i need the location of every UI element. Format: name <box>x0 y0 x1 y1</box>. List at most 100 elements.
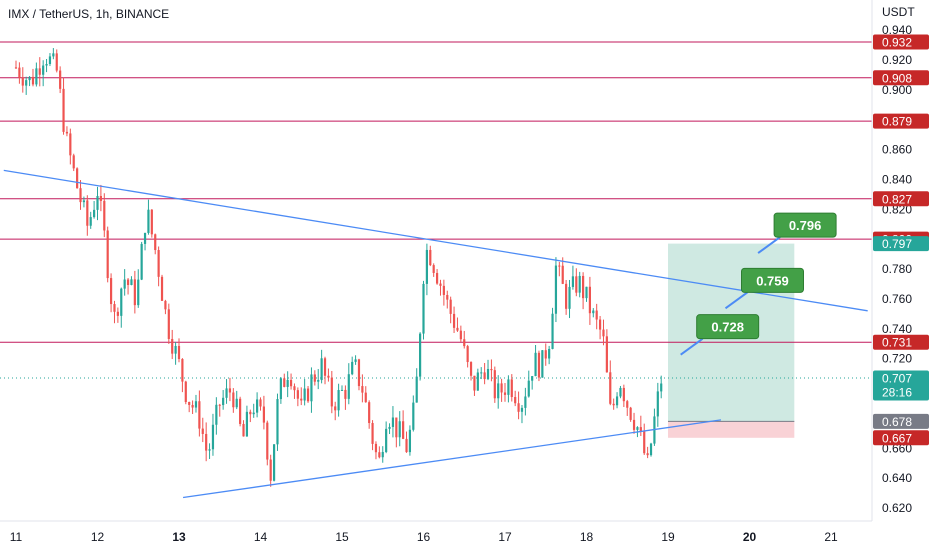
y-tick-label: 0.940 <box>882 23 912 37</box>
candle-body <box>473 375 476 391</box>
y-tick-label: 0.620 <box>882 501 912 515</box>
price-label: 0.827 <box>882 192 912 206</box>
candle-body <box>408 429 412 453</box>
candle-body <box>76 168 79 189</box>
candle-body <box>86 200 89 226</box>
candle-body <box>313 374 316 382</box>
candle-body <box>177 345 181 360</box>
y-tick-label: 0.860 <box>882 143 912 157</box>
candle-body <box>303 388 306 401</box>
candle-body <box>232 392 235 408</box>
candle-body <box>120 288 123 316</box>
candle-body <box>490 368 493 371</box>
candle-body <box>612 403 615 406</box>
candle-body <box>585 286 588 299</box>
candle-body <box>181 359 184 382</box>
candle-body <box>402 421 405 439</box>
candle-body <box>551 313 554 349</box>
candle-body <box>205 433 208 451</box>
candle-body <box>558 265 561 267</box>
candle-body <box>646 453 649 456</box>
candle-body <box>35 68 38 85</box>
price-label: 0.678 <box>882 415 912 429</box>
callout-box <box>773 212 837 238</box>
candle-body <box>123 279 126 289</box>
candle-body <box>174 345 177 354</box>
stop-zone <box>668 421 795 438</box>
trendline-resistance[interactable] <box>3 169 868 312</box>
candle-body <box>439 283 442 286</box>
price-label-box <box>873 70 929 86</box>
y-tick-label: 0.720 <box>882 352 912 366</box>
price-label-box <box>873 430 929 446</box>
candle-body <box>310 374 313 402</box>
candle-body <box>643 431 646 454</box>
candle-body <box>55 53 58 71</box>
countdown-label: 28:16 <box>882 386 912 400</box>
candle-body <box>405 438 408 453</box>
candle-body <box>351 361 354 375</box>
candle-body <box>320 358 323 381</box>
candle-body <box>252 412 255 415</box>
candle-body <box>344 389 347 399</box>
candle-body <box>544 350 547 359</box>
candle-body <box>283 378 286 387</box>
callout-pointer <box>757 236 781 254</box>
candle-body <box>137 279 140 306</box>
candle-body <box>554 265 558 314</box>
candle-body <box>256 399 259 413</box>
price-labels: 0.9320.9080.8790.8270.8000.7970.7310.707… <box>873 34 929 446</box>
x-tick-label: 16 <box>417 530 431 544</box>
candle-body <box>249 411 252 415</box>
candle-body <box>259 399 262 407</box>
candle-body <box>262 406 265 423</box>
candle-body <box>649 443 653 456</box>
trendline-support[interactable] <box>182 419 722 499</box>
candle-body <box>103 200 106 231</box>
candle-body <box>62 88 65 132</box>
candle-body <box>565 283 568 309</box>
candle-body <box>548 348 551 359</box>
price-label: 0.731 <box>882 336 912 350</box>
candle-body <box>531 376 534 381</box>
candlesticks <box>14 48 663 487</box>
candle-body <box>609 372 612 404</box>
candle-body <box>368 402 371 424</box>
candle-body <box>93 209 96 218</box>
candle-body <box>18 67 21 78</box>
callout-label: 0.728 <box>711 320 744 335</box>
y-tick-label: 0.640 <box>882 471 912 485</box>
candle-body <box>469 362 473 376</box>
callouts: 0.728 0.759 0.796 <box>680 212 837 356</box>
candle-body <box>517 403 520 412</box>
x-tick-label: 19 <box>661 530 675 544</box>
candle-body <box>605 336 608 373</box>
price-label: 0.797 <box>882 237 912 251</box>
trendlines[interactable] <box>3 169 868 499</box>
candle-body <box>194 401 198 408</box>
price-label-box <box>873 113 929 129</box>
candle-body <box>208 449 211 451</box>
candle-body <box>442 285 445 295</box>
currency-label: USDT <box>882 5 915 19</box>
candle-body <box>361 386 364 393</box>
candle-body <box>476 372 479 391</box>
x-tick-label: 11 <box>10 530 23 544</box>
candle-body <box>25 80 28 86</box>
candle-body <box>188 401 191 405</box>
candle-body <box>463 339 466 347</box>
callout-pointer <box>724 291 749 310</box>
candle-body <box>126 279 130 286</box>
x-axis-ticks: 11 12 13 14 15 16 17 18 19 20 21 <box>10 530 838 544</box>
candle-body <box>69 133 72 156</box>
candle-body <box>456 327 459 331</box>
price-label: 0.908 <box>882 71 912 85</box>
candle-body <box>582 275 585 299</box>
price-label-box <box>873 334 929 350</box>
candle-body <box>323 358 327 376</box>
candle-body <box>357 359 361 387</box>
candle-body <box>391 417 395 427</box>
candle-body <box>385 428 388 452</box>
